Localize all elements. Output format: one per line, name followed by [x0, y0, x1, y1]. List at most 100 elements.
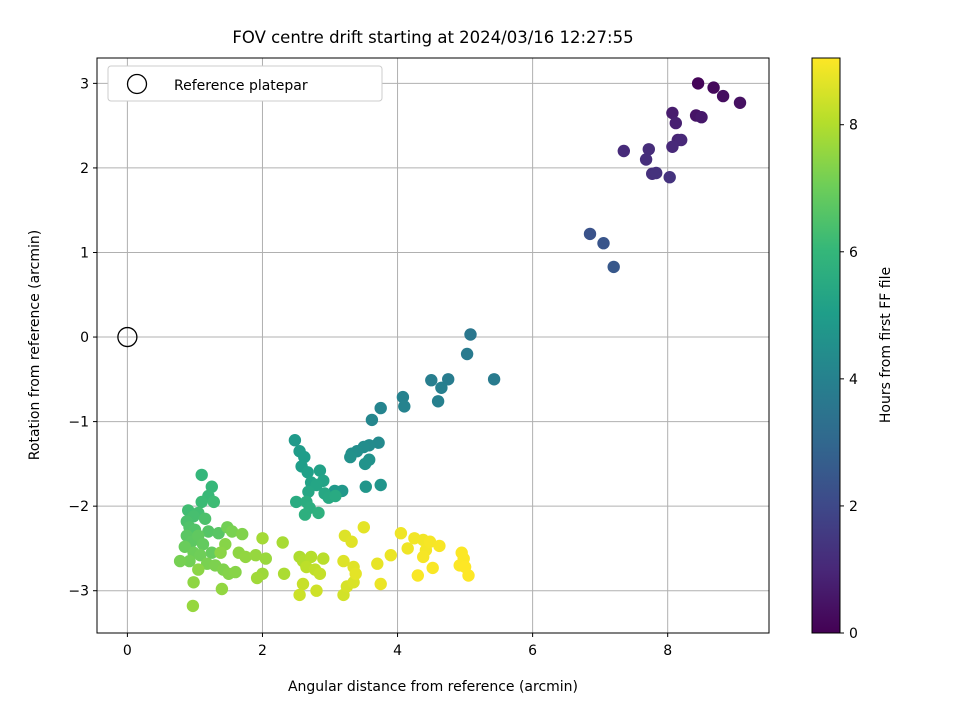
legend-entry-reference: Reference platepar [174, 78, 308, 94]
scatter-point [617, 144, 630, 158]
scatter-point [460, 347, 474, 361]
scatter-point [384, 549, 397, 562]
scatter-point [425, 374, 438, 387]
scatter-point [716, 89, 730, 103]
scatter-point [301, 466, 314, 479]
scatter-point [458, 560, 472, 574]
scatter-point [317, 552, 330, 565]
scatter-point [442, 373, 455, 386]
x-tick-label: 0 [123, 643, 132, 659]
scatter-point [329, 489, 342, 503]
scatter-point [276, 536, 289, 549]
scatter-point [411, 569, 424, 582]
y-tick-label: 2 [80, 161, 89, 177]
scatter-point [675, 133, 688, 147]
scatter-point [487, 373, 501, 386]
scatter-point [691, 77, 705, 90]
scatter-point [464, 328, 477, 341]
scatter-point [312, 506, 325, 520]
scatter-point [225, 525, 239, 538]
scatter-point [374, 401, 387, 415]
scatter-point [401, 542, 414, 555]
scatter-point [583, 227, 597, 241]
colorbar-tick-label: 0 [849, 626, 858, 642]
scatter-point [669, 116, 682, 130]
reference-marker-group [117, 326, 138, 348]
scatter-point [695, 111, 708, 124]
scatter-point [398, 400, 411, 413]
colorbar-tick-label: 4 [849, 372, 858, 388]
colorbar [811, 57, 841, 634]
scatter-point [358, 457, 372, 471]
y-tick-label: 1 [80, 245, 89, 261]
scatter-point [357, 521, 370, 534]
x-tick-label: 2 [258, 643, 267, 659]
y-tick-label: −2 [68, 499, 89, 515]
x-tick-label: 8 [663, 643, 672, 659]
scatter-point [298, 508, 312, 521]
scatter-point [229, 565, 242, 579]
scatter-point [214, 546, 227, 559]
scatter-point [187, 576, 200, 589]
scatter-point [212, 527, 225, 540]
colorbar-tick-label: 6 [849, 245, 858, 261]
scatter-point [207, 495, 220, 509]
scatter-point [310, 584, 323, 597]
scatter-point [250, 571, 264, 585]
legend: Reference platepar [107, 65, 383, 102]
x-axis-ticks: 0 2 4 6 8 [123, 633, 672, 659]
scatter-point [349, 567, 362, 580]
scatter-point [195, 468, 208, 482]
scatter-point [433, 539, 446, 553]
colorbar-ticks: 0 2 4 6 8 [840, 118, 858, 642]
x-axis-label: Angular distance from reference (arcmin) [288, 679, 578, 695]
scatter-point [304, 550, 318, 564]
scatter-point [186, 599, 200, 613]
scatter-point [374, 478, 387, 492]
scatter-point [202, 525, 215, 538]
scatter-point [435, 381, 448, 394]
y-axis-ticks: −3 −2 −1 0 1 2 3 [68, 76, 97, 600]
scatter-point [183, 554, 196, 568]
scatter-point [371, 557, 384, 570]
scatter-point [344, 450, 357, 464]
scatter-point [313, 464, 327, 477]
reference-platepar-marker [117, 326, 138, 348]
scatter-point [239, 550, 252, 564]
scatter-point [178, 540, 191, 553]
scatter-point [195, 495, 208, 509]
scatter-point [256, 532, 269, 545]
y-tick-label: 0 [80, 330, 89, 346]
scatter-point [249, 549, 262, 562]
scatter-point [365, 413, 379, 427]
scatter-point [417, 550, 430, 564]
plot-frame [96, 57, 770, 634]
y-tick-label: −1 [68, 415, 89, 431]
scatter-point [396, 390, 410, 404]
y-tick-label: −3 [68, 584, 89, 600]
scatter-point [733, 96, 747, 110]
scatter-point [374, 577, 387, 591]
scatter-point [277, 567, 291, 580]
scatter-point [192, 563, 205, 576]
legend-box [107, 65, 383, 102]
scatter-point [394, 527, 408, 540]
colorbar-label: Hours from first FF file [878, 267, 894, 423]
scatter-point [666, 106, 679, 120]
scatter-point [666, 140, 679, 153]
scatter-point [313, 567, 327, 580]
scatter-point [359, 480, 372, 493]
scatter-point [205, 546, 218, 559]
y-tick-label: 3 [80, 76, 89, 92]
scatter-point [236, 527, 249, 541]
x-tick-label: 6 [528, 643, 537, 659]
y-axis-label: Rotation from reference (arcmin) [27, 230, 43, 460]
scatter-point [423, 535, 437, 548]
scatter-point [597, 237, 610, 250]
scatter-point [650, 166, 663, 180]
scatter-point [288, 434, 302, 447]
legend-marker-icon [126, 73, 148, 95]
scatter-point [293, 588, 306, 602]
scatter-point [431, 395, 445, 408]
